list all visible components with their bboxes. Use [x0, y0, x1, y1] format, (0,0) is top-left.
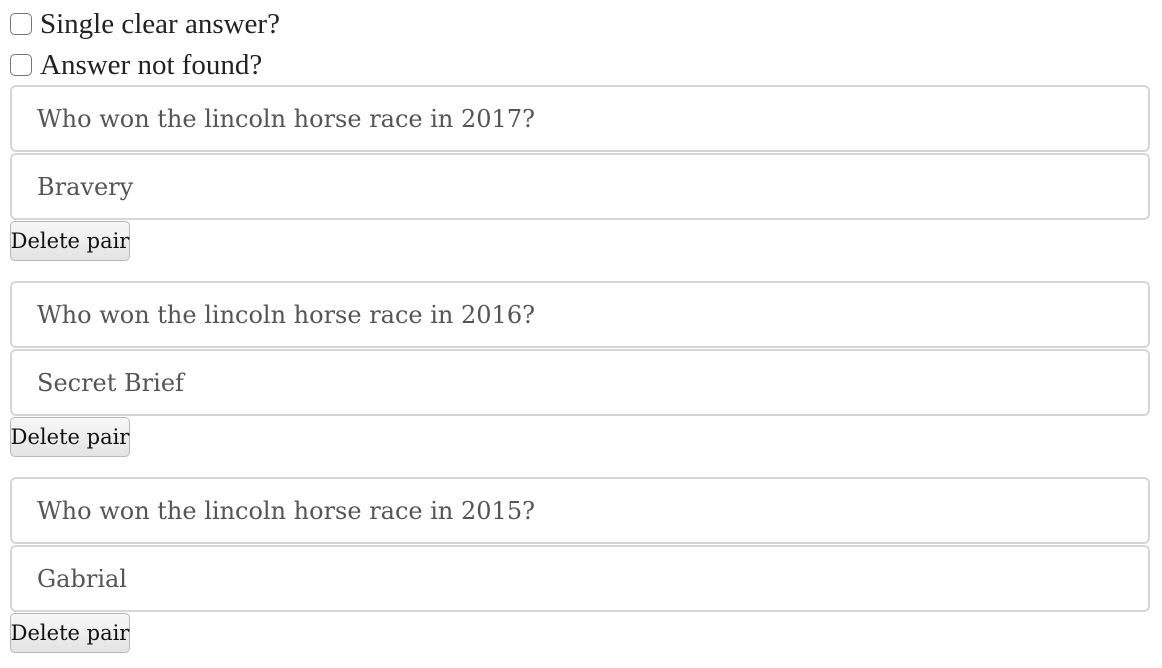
answer-not-found-row[interactable]: Answer not found? [10, 48, 262, 82]
delete-pair-button[interactable]: Delete pair [10, 221, 130, 261]
question-input[interactable]: Who won the lincoln horse race in 2017? [10, 85, 1150, 152]
question-input[interactable]: Who won the lincoln horse race in 2016? [10, 281, 1150, 348]
answer-input[interactable]: Secret Brief [10, 349, 1150, 416]
answer-input[interactable]: Gabrial [10, 545, 1150, 612]
answer-not-found-label: Answer not found? [40, 49, 263, 81]
answer-input[interactable]: Bravery [10, 153, 1150, 220]
answer-not-found-checkbox[interactable] [10, 54, 32, 76]
single-clear-answer-checkbox[interactable] [10, 13, 32, 35]
delete-pair-button[interactable]: Delete pair [10, 417, 130, 457]
single-clear-answer-row[interactable]: Single clear answer? [10, 7, 280, 41]
question-input[interactable]: Who won the lincoln horse race in 2015? [10, 477, 1150, 544]
single-clear-answer-label: Single clear answer? [40, 8, 280, 40]
delete-pair-button[interactable]: Delete pair [10, 613, 130, 653]
